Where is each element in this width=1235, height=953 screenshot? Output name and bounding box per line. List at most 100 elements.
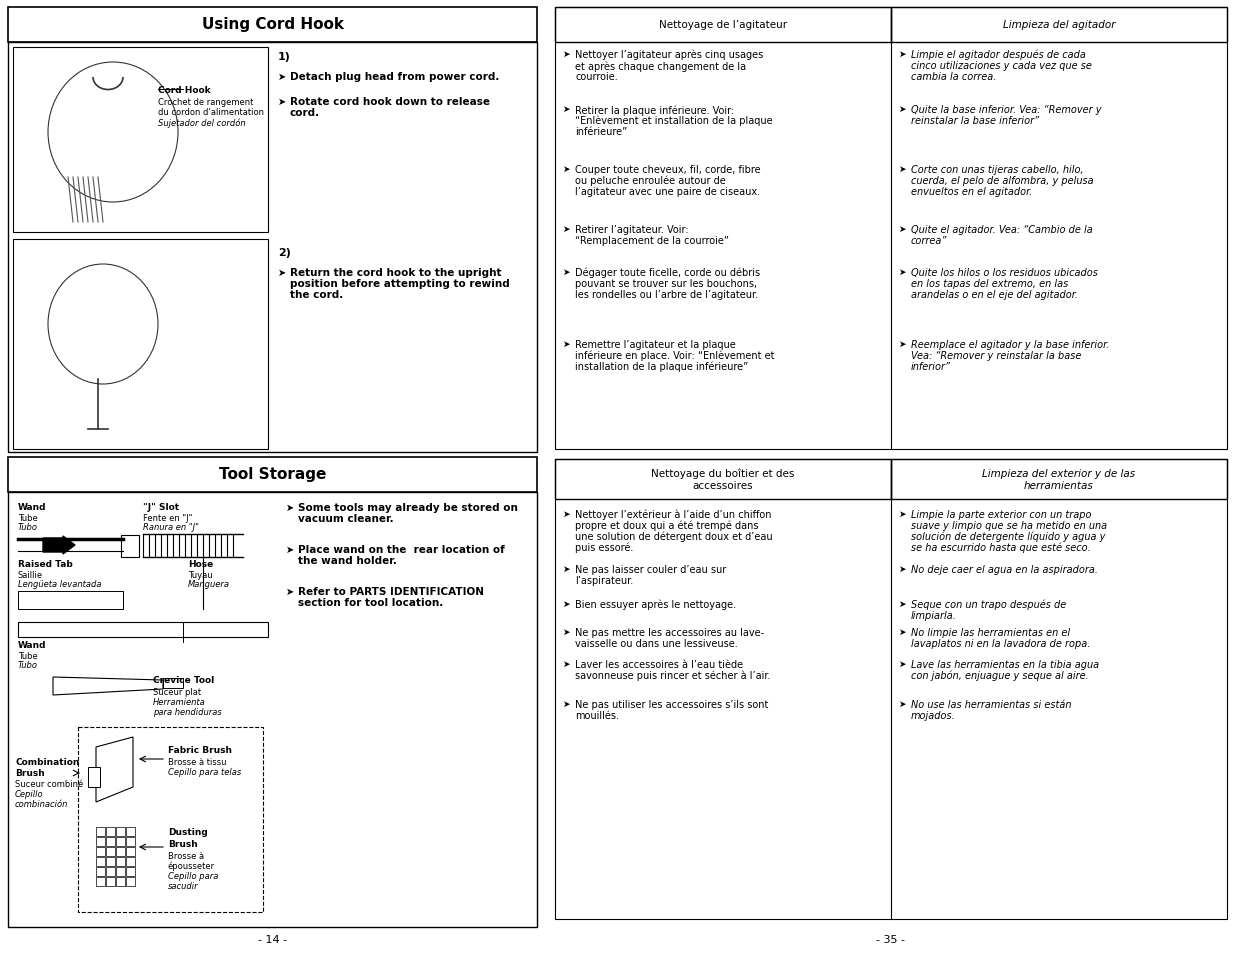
Bar [14, 48, 268, 233]
Text: Some tools may already be stored on: Some tools may already be stored on [298, 502, 517, 513]
Text: cambia la correa.: cambia la correa. [911, 71, 997, 82]
Text: Cord Hook: Cord Hook [158, 86, 211, 95]
Text: lavaplatos ni en la lavadora de ropa.: lavaplatos ni en la lavadora de ropa. [911, 639, 1091, 648]
Text: Herramienta: Herramienta [153, 698, 206, 706]
Text: ➤: ➤ [899, 268, 906, 276]
Text: the wand holder.: the wand holder. [298, 556, 396, 565]
Text: l’aspirateur.: l’aspirateur. [576, 576, 634, 585]
Text: Quite la base inferior. Vea: “Remover y: Quite la base inferior. Vea: “Remover y [911, 105, 1102, 115]
Text: Cepillo para: Cepillo para [168, 871, 219, 880]
Text: propre et doux qui a été trempé dans: propre et doux qui a été trempé dans [576, 520, 758, 531]
Text: en los tapas del extremo, en las: en los tapas del extremo, en las [911, 278, 1068, 289]
Bar [555, 459, 1228, 919]
Text: sacudir: sacudir [168, 882, 199, 890]
Text: correa”: correa” [911, 235, 947, 246]
Bar [116, 877, 125, 886]
Text: ➤: ➤ [563, 510, 571, 518]
Text: savonneuse puis rincer et sécher à l’air.: savonneuse puis rincer et sécher à l’air… [576, 670, 771, 680]
Text: Crevice Tool: Crevice Tool [153, 676, 214, 684]
Text: ➤: ➤ [899, 564, 906, 574]
Text: Retirer l’agitateur. Voir:: Retirer l’agitateur. Voir: [576, 225, 689, 234]
Text: Combination: Combination [15, 758, 79, 766]
Text: ➤: ➤ [287, 544, 294, 555]
Text: Sujetador del cordón: Sujetador del cordón [158, 118, 246, 128]
Text: Detach plug head from power cord.: Detach plug head from power cord. [290, 71, 499, 82]
Text: l’agitateur avec une paire de ciseaux.: l’agitateur avec une paire de ciseaux. [576, 187, 760, 196]
Text: Ne pas utiliser les accessoires s’ils sont: Ne pas utiliser les accessoires s’ils so… [576, 700, 768, 709]
Text: ou peluche enroulée autour de: ou peluche enroulée autour de [576, 175, 726, 186]
Text: ➤: ➤ [563, 225, 571, 233]
Text: ➤: ➤ [563, 700, 571, 708]
Text: cuerda, el pelo de alfombra, y pelusa: cuerda, el pelo de alfombra, y pelusa [911, 175, 1094, 186]
Text: No deje caer el agua en la aspiradora.: No deje caer el agua en la aspiradora. [911, 564, 1098, 575]
Text: ➤: ➤ [278, 97, 287, 107]
Text: épousseter: épousseter [168, 862, 215, 871]
Text: Raised Tab: Raised Tab [19, 559, 73, 568]
Text: Limpieza del exterior y de las
herramientas: Limpieza del exterior y de las herramien… [982, 469, 1135, 490]
Text: ➤: ➤ [899, 599, 906, 608]
Bar [106, 867, 115, 876]
Bar [126, 877, 135, 886]
Text: les rondelles ou l’arbre de l’agitateur.: les rondelles ou l’arbre de l’agitateur. [576, 290, 758, 299]
Text: Tube: Tube [19, 651, 38, 660]
Text: - 35 -: - 35 - [877, 934, 905, 944]
Text: Reemplace el agitador y la base inferior.: Reemplace el agitador y la base inferior… [911, 339, 1109, 350]
Text: Tool Storage: Tool Storage [219, 467, 326, 482]
Text: Brosse à: Brosse à [168, 851, 204, 861]
Text: ➤: ➤ [563, 268, 571, 276]
Text: ➤: ➤ [899, 105, 906, 113]
Bar [106, 837, 115, 846]
Bar [106, 857, 115, 866]
Text: Lengüeta levantada: Lengüeta levantada [19, 579, 101, 588]
Text: inférieure”: inférieure” [576, 127, 627, 137]
Text: Nettoyage de l’agitateur: Nettoyage de l’agitateur [659, 20, 787, 30]
Text: Corte con unas tijeras cabello, hilo,: Corte con unas tijeras cabello, hilo, [911, 165, 1083, 174]
Bar [96, 827, 105, 836]
Bar [19, 622, 268, 638]
Text: Limpie la parte exterior con un trapo: Limpie la parte exterior con un trapo [911, 510, 1092, 519]
Text: ➤: ➤ [278, 71, 287, 82]
Text: ➤: ➤ [563, 339, 571, 349]
Text: ➤: ➤ [899, 50, 906, 59]
Text: ➤: ➤ [287, 586, 294, 597]
Bar [78, 727, 263, 912]
Text: Place wand on the  rear location of: Place wand on the rear location of [298, 544, 505, 555]
Bar [96, 837, 105, 846]
Text: No limpie las herramientas en el: No limpie las herramientas en el [911, 627, 1070, 638]
Text: Ne pas laisser couler d’eau sur: Ne pas laisser couler d’eau sur [576, 564, 726, 575]
Bar [7, 457, 537, 493]
Bar [890, 8, 1228, 43]
Text: ➤: ➤ [899, 627, 906, 637]
Text: une solution de détergent doux et d’eau: une solution de détergent doux et d’eau [576, 532, 773, 542]
Text: Rotate cord hook down to release: Rotate cord hook down to release [290, 97, 490, 107]
Text: suave y limpio que se ha metido en una: suave y limpio que se ha metido en una [911, 520, 1107, 531]
Text: Dusting: Dusting [168, 827, 207, 836]
Text: Using Cord Hook: Using Cord Hook [201, 17, 343, 32]
Text: Quite los hilos o los residuos ubicados: Quite los hilos o los residuos ubicados [911, 268, 1098, 277]
Text: installation de la plaque inférieure”: installation de la plaque inférieure” [576, 361, 748, 372]
Text: Nettoyage du boîtier et des
accessoires: Nettoyage du boîtier et des accessoires [651, 469, 794, 491]
Bar [116, 847, 125, 856]
Text: Crochet de rangement: Crochet de rangement [158, 98, 253, 107]
Bar [116, 857, 125, 866]
Text: Tube: Tube [19, 514, 38, 522]
Bar [96, 867, 105, 876]
Text: Lave las herramientas en la tibia agua: Lave las herramientas en la tibia agua [911, 659, 1099, 669]
Text: solución de detergente líquido y agua y: solución de detergente líquido y agua y [911, 532, 1105, 542]
Text: Tubo: Tubo [19, 522, 38, 532]
Text: - 14 -: - 14 - [258, 934, 287, 944]
Text: Vea: “Remover y reinstalar la base: Vea: “Remover y reinstalar la base [911, 351, 1082, 360]
Bar [116, 837, 125, 846]
Bar [116, 827, 125, 836]
Text: courroie.: courroie. [576, 71, 618, 82]
Text: Ne pas mettre les accessoires au lave-: Ne pas mettre les accessoires au lave- [576, 627, 764, 638]
Text: Brush: Brush [15, 768, 44, 778]
Text: Seque con un trapo después de: Seque con un trapo después de [911, 599, 1066, 610]
Text: Tubo: Tubo [19, 660, 38, 669]
Bar [555, 8, 1228, 450]
Text: No use las herramientas si están: No use las herramientas si están [911, 700, 1072, 709]
Text: ➤: ➤ [563, 659, 571, 668]
Text: ➤: ➤ [899, 659, 906, 668]
Text: reinstalar la base inferior”: reinstalar la base inferior” [911, 116, 1039, 126]
Text: Limpie el agitador después de cada: Limpie el agitador después de cada [911, 50, 1086, 60]
